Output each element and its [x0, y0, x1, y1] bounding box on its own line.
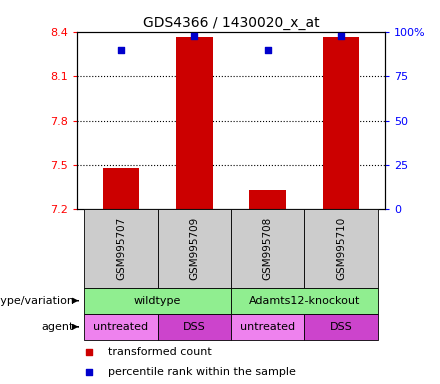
Point [264, 47, 271, 53]
Text: GSM995710: GSM995710 [336, 217, 346, 280]
Text: percentile rank within the sample: percentile rank within the sample [108, 366, 296, 377]
Text: GSM995709: GSM995709 [189, 217, 199, 280]
Point [117, 47, 125, 53]
Title: GDS4366 / 1430020_x_at: GDS4366 / 1430020_x_at [143, 16, 319, 30]
Bar [304, 209, 378, 288]
Text: genotype/variation: genotype/variation [0, 296, 74, 306]
Text: untreated: untreated [93, 322, 149, 332]
Text: DSS: DSS [183, 322, 206, 332]
Point [86, 369, 93, 375]
Text: DSS: DSS [330, 322, 352, 332]
Text: wildtype: wildtype [134, 296, 181, 306]
Bar [84, 209, 158, 288]
Point [86, 349, 93, 355]
Bar [158, 209, 231, 288]
Bar [304, 314, 378, 340]
Text: agent: agent [41, 322, 74, 332]
Text: Adamts12-knockout: Adamts12-knockout [249, 296, 360, 306]
Bar [84, 314, 158, 340]
Bar [231, 209, 304, 288]
Bar [323, 37, 359, 209]
Bar [158, 314, 231, 340]
Bar [176, 37, 213, 209]
Bar [249, 190, 286, 209]
Bar [103, 168, 139, 209]
Bar [231, 314, 304, 340]
Text: GSM995707: GSM995707 [116, 217, 126, 280]
Bar [84, 288, 231, 314]
Point [191, 33, 198, 39]
Text: GSM995708: GSM995708 [263, 217, 273, 280]
Point [337, 33, 345, 39]
Bar [231, 288, 378, 314]
Text: untreated: untreated [240, 322, 295, 332]
Text: transformed count: transformed count [108, 347, 212, 357]
